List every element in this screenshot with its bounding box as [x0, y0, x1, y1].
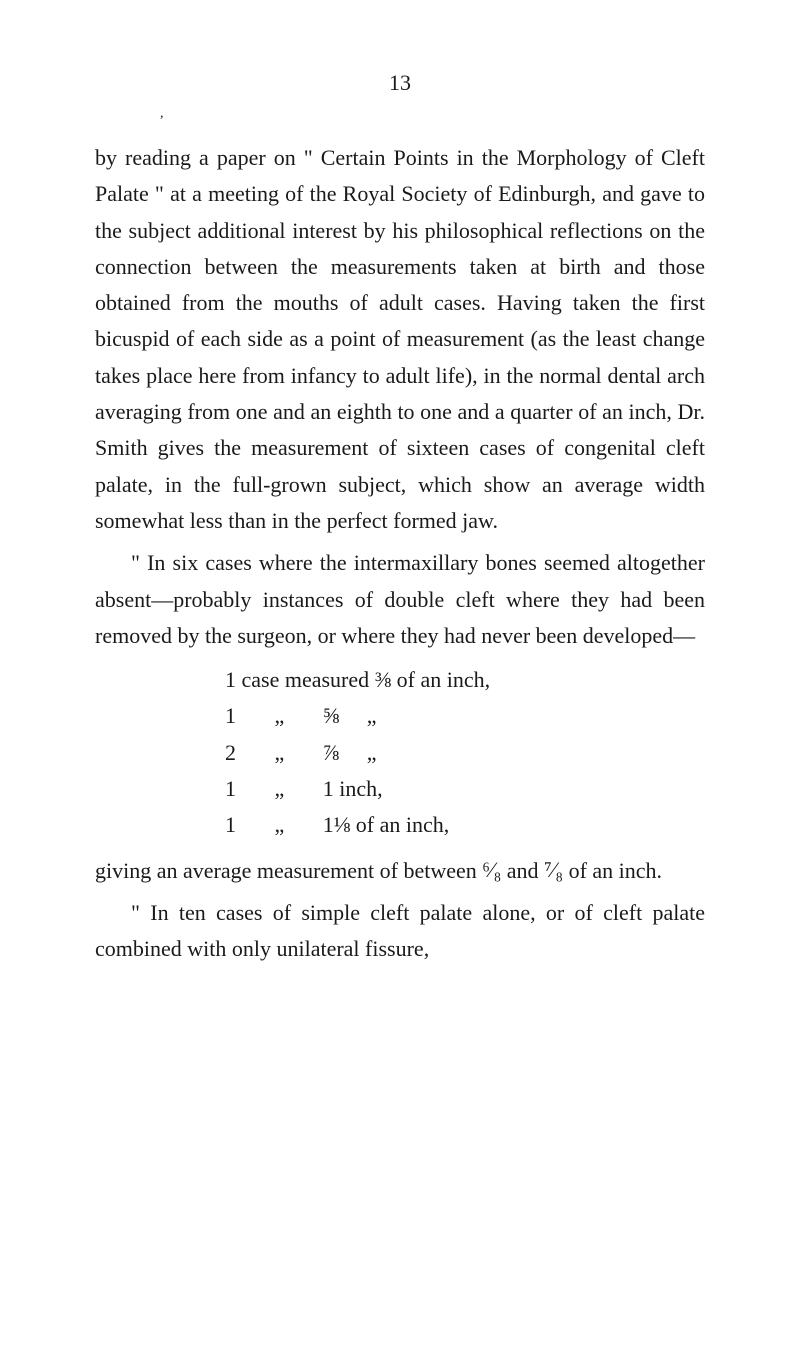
measurement-row: 1 „ ⅝ „ — [95, 698, 705, 734]
p3-text-a: giving an average measurement of between — [95, 858, 482, 883]
paragraph-2: " In six cases where the intermaxillary … — [95, 545, 705, 654]
paragraph-4: " In ten cases of simple cleft palate al… — [95, 895, 705, 968]
measurement-row: 2 „ ⅞ „ — [95, 735, 705, 771]
fraction-six-eighths: ⁶⁄₈ — [482, 852, 501, 888]
page-number: 13 — [95, 70, 705, 96]
fraction-seven-eighths: ⁷⁄₈ — [544, 852, 563, 888]
p3-text-b: and — [501, 858, 544, 883]
paragraph-1: by reading a paper on " Certain Points i… — [95, 140, 705, 539]
paragraph-3: giving an average measurement of between… — [95, 852, 705, 889]
p3-text-c: of an inch. — [563, 858, 662, 883]
measurement-row: 1 „ 1⅛ of an inch, — [95, 807, 705, 843]
measurement-row: 1 „ 1 inch, — [95, 771, 705, 807]
stray-comma: , — [160, 106, 705, 122]
measurement-row: 1 case measured ⅜ of an inch, — [95, 662, 705, 698]
measurement-list: 1 case measured ⅜ of an inch, 1 „ ⅝ „ 2 … — [95, 662, 705, 843]
